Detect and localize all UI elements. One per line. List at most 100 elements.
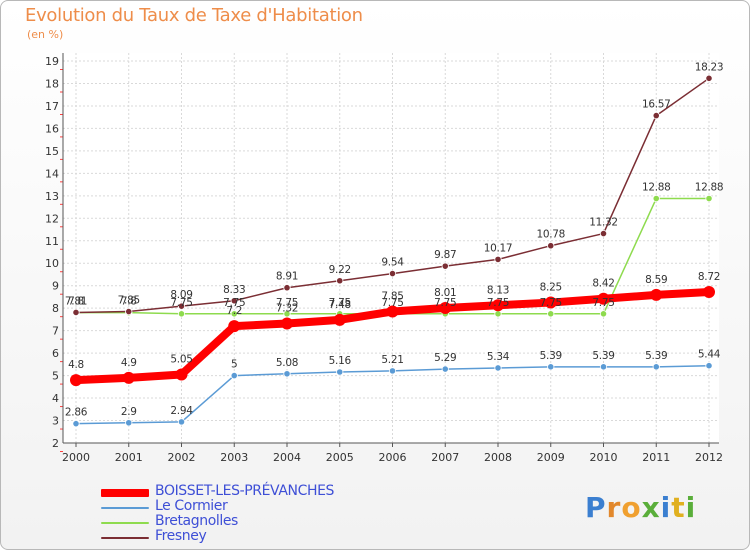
proxiti-logo: Proxiti [585, 491, 696, 524]
data-label: 5.44 [698, 349, 721, 361]
data-point-1 [336, 368, 344, 376]
data-point-0 [281, 317, 293, 330]
legend-label: Le Cormier [155, 498, 228, 514]
data-label: 5.39 [540, 350, 562, 362]
data-point-0 [597, 292, 610, 305]
logo-letter: P [585, 491, 607, 524]
data-label: 8.33 [223, 284, 245, 296]
data-point-3 [441, 262, 449, 270]
data-label: 7.75 [592, 297, 614, 309]
data-label: 7.75 [170, 297, 192, 309]
data-point-3 [177, 302, 186, 310]
data-label: 8.42 [592, 278, 614, 290]
data-point-0 [650, 288, 663, 301]
data-point-1 [652, 363, 660, 371]
data-label: 7.75 [381, 297, 403, 309]
data-label: 7.75 [329, 297, 351, 309]
data-point-1 [177, 418, 186, 426]
logo-letter: x [641, 491, 661, 524]
data-label: 16.57 [642, 99, 671, 111]
data-label: 7.75 [223, 297, 245, 309]
data-label: 7.75 [540, 297, 562, 309]
data-label: 2.86 [65, 407, 88, 419]
data-point-0 [492, 299, 504, 312]
x-tick-label: 2006 [379, 451, 407, 464]
data-point-2 [177, 310, 186, 318]
data-label: 5.39 [592, 350, 614, 362]
y-tick-label: 9 [52, 280, 59, 293]
data-point-0 [703, 285, 715, 298]
data-point-3 [283, 284, 291, 292]
legend-swatch [101, 507, 149, 509]
y-tick-label: 19 [45, 55, 59, 68]
data-point-1 [125, 419, 133, 427]
data-point-2 [705, 194, 713, 203]
data-point-0 [228, 320, 241, 333]
data-label: 5.21 [381, 354, 403, 366]
data-label: 12.88 [695, 182, 724, 194]
y-tick-label: 17 [45, 100, 59, 113]
logo-letter: i [685, 491, 697, 524]
y-tick-label: 12 [45, 212, 59, 225]
data-label: 7.32 [276, 302, 298, 314]
legend-swatch [101, 489, 149, 497]
y-tick-label: 6 [52, 347, 59, 360]
data-point-3 [652, 112, 660, 120]
data-point-2 [599, 310, 608, 318]
y-tick-label: 7 [52, 325, 59, 338]
legend-label: Fresney [155, 528, 207, 544]
data-point-0 [439, 301, 452, 314]
data-label: 11.32 [589, 217, 618, 229]
x-tick-label: 2004 [273, 451, 301, 464]
data-point-1 [705, 362, 713, 370]
data-point-3 [72, 308, 80, 317]
data-label: 8.91 [276, 271, 298, 283]
chart-title: Evolution du Taux de Taxe d'Habitation [25, 5, 363, 26]
x-tick-label: 2000 [62, 451, 90, 464]
data-point-0 [386, 305, 399, 318]
data-label: 4.8 [68, 359, 84, 371]
data-label: 2.94 [170, 405, 193, 417]
data-label: 7.75 [487, 297, 509, 309]
data-point-2 [652, 194, 660, 203]
data-point-1 [441, 365, 449, 373]
data-point-1 [547, 363, 555, 371]
y-tick-label: 4 [52, 392, 59, 405]
data-label: 8.13 [487, 284, 509, 296]
y-tick-label: 3 [52, 415, 59, 428]
data-label: 7.85 [118, 295, 140, 307]
logo-letter: i [660, 491, 672, 524]
data-label: 7.75 [434, 297, 456, 309]
data-label: 5.34 [487, 351, 510, 363]
data-label: 7.48 [329, 299, 351, 311]
y-tick-label: 15 [45, 145, 59, 158]
data-point-1 [388, 367, 397, 375]
data-point-1 [283, 370, 291, 378]
data-label: 4.9 [121, 357, 137, 369]
y-tick-label: 18 [45, 77, 59, 90]
y-tick-label: 5 [52, 370, 59, 383]
data-point-3 [547, 242, 555, 250]
x-tick-label: 2007 [431, 451, 459, 464]
data-label: 5 [231, 359, 237, 371]
y-tick-label: 13 [45, 190, 59, 203]
data-point-2 [230, 310, 238, 318]
data-label: 7.8 [68, 296, 84, 308]
legend-label: BOISSET-LES-PRÉVANCHES [155, 483, 335, 499]
y-tick-label: 16 [45, 122, 59, 135]
y-tick-label: 2 [52, 437, 59, 450]
data-label: 7.85 [381, 291, 403, 303]
data-label: 7.81 [65, 295, 87, 307]
data-label: 7.75 [276, 297, 298, 309]
data-label: 7.2 [226, 305, 242, 317]
data-point-0 [333, 313, 346, 326]
data-point-3 [125, 307, 133, 316]
data-point-3 [494, 255, 502, 264]
y-tick-label: 10 [45, 257, 59, 270]
x-tick-label: 2008 [484, 451, 512, 464]
logo-letter: r [606, 491, 622, 524]
data-point-1 [599, 363, 608, 371]
x-tick-label: 2001 [115, 451, 143, 464]
data-point-2 [494, 310, 502, 318]
